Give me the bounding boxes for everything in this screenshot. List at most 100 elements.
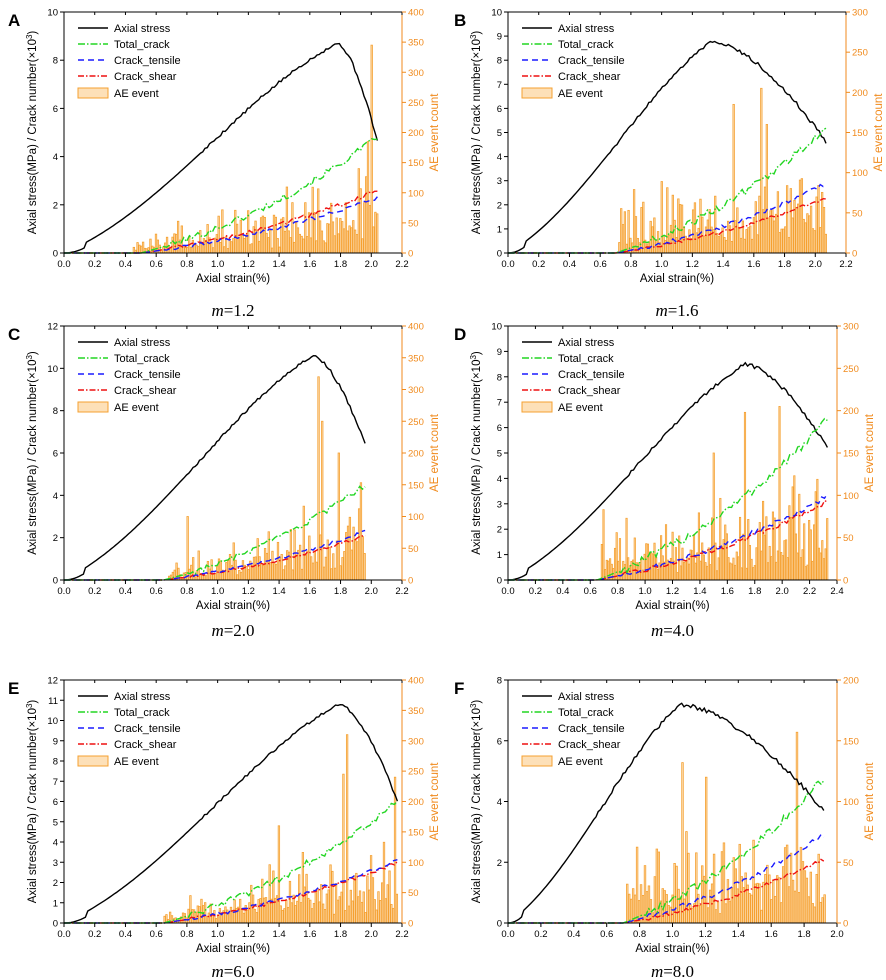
ae-bar	[286, 906, 290, 924]
legend-ae-event-label: AE event	[114, 756, 159, 768]
ae-bar	[722, 842, 726, 924]
ae-bar	[309, 899, 312, 924]
ae-bar	[669, 224, 673, 254]
legend-crack-tensile-label: Crack_tensile	[114, 723, 181, 735]
ae-bar	[809, 529, 812, 581]
ae-bar	[793, 890, 797, 924]
x-tick-label: 1.0	[211, 929, 224, 940]
x-tick-label: 0.6	[584, 586, 597, 597]
legend-ae-event-swatch	[521, 401, 553, 413]
ae-bar	[740, 567, 743, 581]
ae-bar	[712, 853, 716, 924]
right-axis-title: AE event count	[429, 93, 441, 172]
ae-bar	[720, 851, 724, 924]
ae-bar	[326, 539, 329, 581]
ae-bar	[198, 906, 201, 924]
x-tick-label: 1.2	[242, 929, 255, 940]
ae-bar	[231, 911, 234, 924]
ae-bar	[214, 573, 217, 581]
ae-bar	[256, 538, 259, 581]
x-tick-label: 0.0	[57, 259, 70, 270]
ae-bar	[307, 212, 311, 254]
ae-bar	[200, 243, 204, 254]
right-axis-title: AE event count	[864, 413, 876, 492]
left-axis-title-end: )	[27, 351, 39, 355]
left-axis-title: Axial stress(MPa) / Crack number(×103)	[25, 31, 39, 235]
ae-bar	[353, 875, 356, 924]
m-value-label: m=6.0	[211, 962, 254, 980]
ae-bar	[193, 244, 196, 254]
legend-axial-stress-label: Axial stress	[558, 691, 615, 703]
ae-bar	[793, 199, 796, 254]
ae-bar	[734, 564, 737, 581]
ae-bar	[347, 905, 351, 924]
x-tick-label: 0.4	[563, 259, 576, 270]
ae-bar	[219, 560, 222, 581]
ae-bar	[767, 217, 770, 254]
y2-tick-label: 100	[408, 512, 424, 523]
ae-bar	[824, 233, 827, 254]
x-tick-label: 0.8	[633, 929, 646, 940]
ae-bar	[813, 230, 816, 254]
ae-bar	[215, 234, 218, 254]
ae-bar	[726, 220, 730, 254]
ae-bar	[307, 897, 310, 924]
panel-label: A	[8, 11, 20, 30]
legend-ae-event-label: AE event	[114, 402, 159, 414]
ae-bar	[747, 227, 750, 254]
x-tick-label: 0.2	[88, 929, 101, 940]
ae-bar	[213, 237, 217, 254]
ae-bar	[368, 205, 371, 254]
ae-bar	[269, 229, 272, 254]
ae-bar	[353, 229, 357, 254]
ae-bar	[650, 552, 653, 581]
panel-D: 0.0 0.2 0.4 0.6 0.8 1.0 1.2 1.4 1.6 1.8 2.0 2.2 2.40…	[454, 322, 876, 641]
ae-bar	[228, 239, 231, 254]
panel-label: B	[454, 11, 466, 30]
ae-bar	[697, 227, 700, 254]
left-axis-title: Axial stress(MPa) / Crack number(×103)	[25, 700, 39, 904]
ae-bar	[213, 910, 216, 924]
x-tick-label: 0.4	[119, 929, 132, 940]
ae-bar	[335, 540, 339, 581]
x-tick-label: 2.4	[830, 586, 843, 597]
ae-bar	[232, 542, 235, 581]
ae-bar	[199, 574, 202, 581]
left-axis-title: Axial stress(MPa) / Crack number(×103)	[25, 351, 39, 555]
ae-bar	[749, 225, 752, 254]
ae-bar	[732, 857, 736, 924]
ae-bar	[628, 565, 631, 581]
ae-bar	[238, 569, 241, 581]
ae-bar	[352, 220, 355, 254]
left-axis-title: Axial stress(MPa) / Crack number(×103)	[469, 700, 483, 904]
ae-bar	[814, 491, 817, 581]
ae-bar	[817, 547, 821, 581]
ae-bar	[206, 224, 209, 254]
ae-bar	[663, 561, 666, 581]
ae-bar	[196, 905, 199, 924]
m-value: =4.0	[663, 621, 694, 640]
ae-bar	[743, 411, 747, 581]
ae-bar	[332, 553, 335, 581]
ae-bar	[219, 242, 222, 254]
ae-bar	[705, 776, 708, 924]
y-tick-label: 6	[53, 104, 58, 115]
legend-total-crack-label: Total_crack	[558, 353, 614, 365]
ae-bar	[785, 539, 788, 581]
ae-bar	[704, 562, 707, 581]
y2-tick-label: 250	[843, 364, 859, 375]
ae-bar	[817, 853, 820, 924]
ae-bar	[768, 874, 771, 924]
ae-bar	[189, 246, 193, 254]
x-tick-label: 1.0	[211, 586, 224, 597]
ae-bar	[798, 493, 801, 581]
ae-bar	[789, 188, 792, 254]
y-tick-label: 4	[53, 491, 58, 502]
ae-bar	[681, 547, 684, 581]
m-value-label: m=8.0	[651, 962, 694, 980]
y-tick-label: 8	[53, 56, 58, 67]
ae-bar	[323, 909, 327, 924]
x-tick-label: 0.6	[150, 586, 163, 597]
ae-bar	[136, 242, 139, 254]
crack-shear-line	[64, 860, 398, 924]
